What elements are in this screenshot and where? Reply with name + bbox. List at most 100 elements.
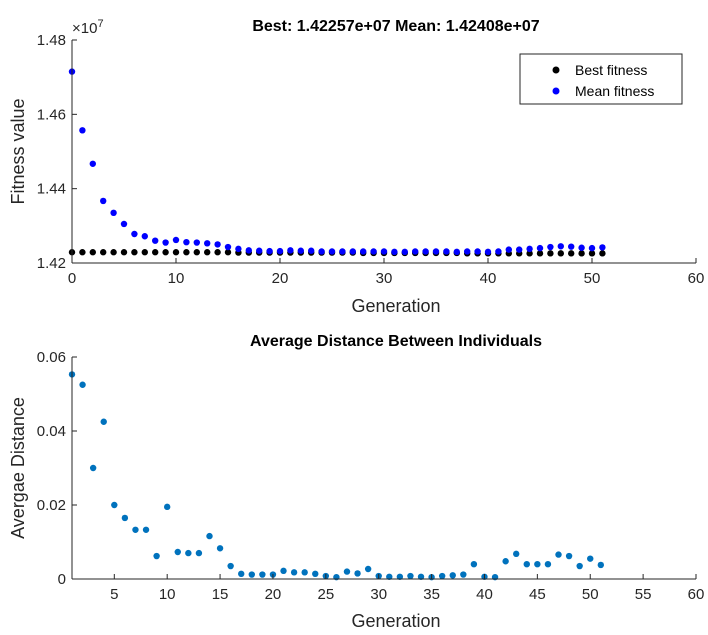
avg-distance-point: [587, 555, 594, 562]
mean-fitness-point: [516, 246, 523, 253]
avg-distance-point: [449, 572, 456, 579]
avg-distance-point: [100, 418, 107, 425]
distance-y-axis-label: Avergae Distance: [8, 397, 28, 539]
avg-distance-point: [79, 381, 86, 388]
mean-fitness-point: [100, 197, 107, 205]
mean-fitness-point: [349, 248, 356, 255]
mean-fitness-point: [360, 248, 367, 255]
best-fitness-point: [204, 249, 211, 256]
x-tick-label: 0: [68, 270, 76, 287]
best-fitness-point: [152, 249, 159, 256]
avg-distance-point: [195, 549, 203, 557]
legend-box: [519, 53, 683, 105]
x-tick-label: 20: [272, 270, 289, 287]
best-fitness-point: [588, 250, 596, 257]
mean-fitness-point: [131, 230, 138, 238]
mean-fitness-point: [110, 209, 117, 217]
y-tick-label: 1.48: [37, 32, 66, 49]
fitness-chart-title: Best: 1.42257e+07 Mean: 1.42408e+07: [252, 18, 539, 35]
mean-fitness-point: [422, 248, 429, 255]
mean-fitness-point: [172, 236, 180, 244]
avg-distance-point: [417, 573, 425, 580]
mean-fitness-point: [339, 248, 346, 255]
avg-distance-point: [206, 532, 213, 540]
mean-fitness-point: [235, 245, 242, 253]
y-tick-label: 1.42: [37, 255, 66, 272]
y-tick-label: 0.06: [37, 349, 66, 366]
avg-distance-point: [185, 549, 192, 557]
mean-fitness-point: [484, 248, 492, 256]
mean-fitness-point: [308, 247, 315, 254]
x-tick-label: 50: [582, 586, 599, 603]
fitness-plot-area: [68, 68, 606, 257]
avg-distance-point: [438, 572, 446, 580]
legend-label-mean: Mean fitness: [575, 83, 654, 99]
x-tick-label: 40: [480, 270, 497, 287]
x-tick-label: 15: [212, 586, 229, 603]
fitness-chart: Best: 1.42257e+07 Mean: 1.42408e+07 ×107…: [8, 18, 704, 316]
best-fitness-point: [183, 249, 190, 256]
mean-fitness-point: [599, 244, 606, 251]
avg-distance-point: [227, 562, 234, 570]
avg-distance-point: [576, 562, 583, 570]
mean-fitness-point: [245, 247, 252, 254]
mean-fitness-point: [152, 237, 159, 244]
distance-plot-area: [68, 371, 605, 581]
avg-distance-point: [460, 571, 467, 578]
avg-distance-point: [364, 565, 372, 573]
best-fitness-point: [100, 249, 107, 256]
distance-chart-title: Average Distance Between Individuals: [250, 333, 542, 350]
y-tick-label: 0.04: [37, 423, 66, 440]
mean-fitness-point: [568, 243, 575, 250]
mean-fitness-point: [193, 239, 200, 246]
avg-distance-point: [216, 545, 224, 552]
avg-distance-point: [163, 503, 171, 511]
best-fitness-point: [536, 250, 544, 257]
mean-fitness-point: [370, 248, 377, 255]
avg-distance-point: [142, 526, 150, 533]
mean-fitness-point: [380, 248, 388, 255]
mean-fitness-point: [557, 243, 564, 250]
mean-fitness-point: [526, 245, 533, 253]
x-tick-label: 5: [110, 586, 118, 603]
mean-fitness-point: [401, 248, 408, 256]
mean-fitness-point: [89, 160, 97, 167]
legend-marker-mean: [552, 87, 560, 95]
avg-distance-point: [534, 561, 541, 568]
avg-distance-point: [565, 552, 573, 560]
avg-distance-point: [111, 501, 118, 509]
best-fitness-point: [162, 249, 169, 256]
x-tick-label: 60: [688, 270, 705, 287]
avg-distance-point: [89, 464, 97, 472]
y-tick-label: 0: [58, 571, 66, 588]
mean-fitness-point: [328, 248, 336, 255]
best-fitness-point: [79, 249, 86, 256]
avg-distance-point: [470, 561, 478, 568]
avg-distance-point: [544, 561, 552, 568]
mean-fitness-point: [391, 248, 398, 256]
x-tick-label: 40: [476, 586, 493, 603]
mean-fitness-point: [224, 243, 232, 251]
mean-fitness-point: [79, 127, 86, 134]
best-fitness-point: [193, 249, 200, 256]
distance-chart: Average Distance Between Individuals 5 10…: [8, 333, 704, 631]
x-tick-label: 55: [635, 586, 652, 603]
mean-fitness-point: [412, 248, 419, 255]
avg-distance-point: [513, 550, 520, 558]
mean-fitness-point: [474, 248, 481, 255]
mean-fitness-point: [256, 247, 263, 254]
avg-distance-point: [407, 572, 414, 580]
legend-label-best: Best fitness: [575, 62, 647, 78]
best-fitness-point: [214, 249, 221, 256]
x-tick-label: 10: [159, 586, 176, 603]
avg-distance-point: [597, 561, 605, 569]
mean-fitness-point: [276, 247, 284, 255]
mean-fitness-point: [547, 243, 554, 251]
mean-fitness-point: [432, 248, 440, 255]
mean-fitness-point: [505, 246, 512, 253]
avg-distance-point: [523, 561, 530, 568]
best-fitness-point: [131, 249, 138, 256]
x-tick-label: 35: [423, 586, 440, 603]
avg-distance-point: [396, 573, 404, 580]
